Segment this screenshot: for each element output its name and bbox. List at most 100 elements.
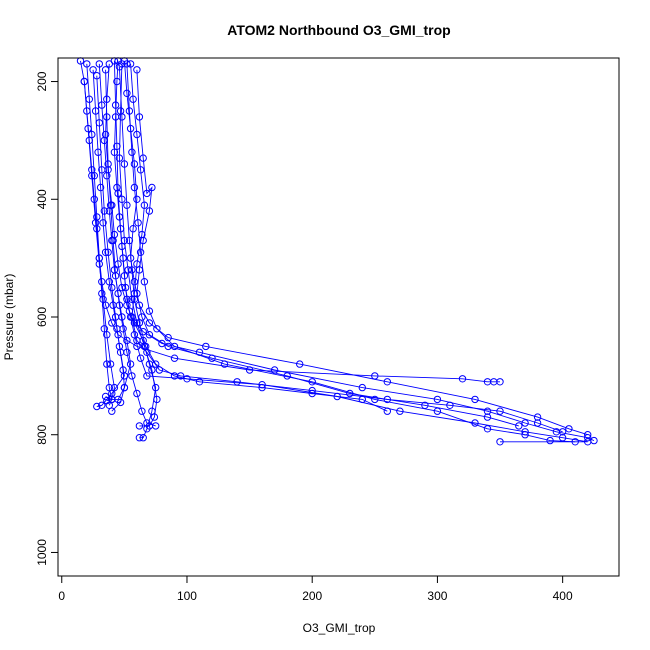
data-point [195, 378, 204, 386]
data-point [153, 395, 161, 404]
data-point [123, 201, 131, 209]
data-point [371, 395, 379, 404]
data-point [571, 438, 579, 446]
data-point [101, 66, 110, 74]
x-tick-label: 300 [427, 589, 447, 603]
data-point [143, 419, 151, 427]
data-point [124, 266, 132, 274]
data-point [128, 148, 136, 156]
data-point [128, 266, 136, 274]
data-point [125, 307, 134, 315]
data-point [106, 360, 115, 368]
data-point [145, 307, 154, 315]
data-point [121, 283, 130, 292]
series-14 [123, 60, 579, 446]
data-point [113, 142, 121, 151]
data-point [383, 378, 391, 386]
data-point [483, 413, 492, 421]
data-point [133, 389, 141, 398]
data-point [133, 130, 141, 139]
data-point [103, 113, 111, 121]
data-point [99, 295, 107, 303]
data-point [584, 438, 592, 446]
data-point [145, 319, 154, 327]
data-point [101, 248, 110, 257]
data-point [130, 278, 139, 286]
data-point [152, 360, 160, 368]
data-point [433, 407, 442, 415]
data-point [103, 172, 111, 180]
data-point [130, 160, 139, 168]
data-point [104, 160, 112, 168]
data-point [135, 319, 144, 327]
data-point [143, 372, 151, 380]
data-point [396, 407, 404, 415]
data-point [109, 236, 117, 245]
data-point [125, 107, 134, 115]
data-point [140, 278, 149, 286]
data-point [135, 301, 144, 309]
data-point [108, 407, 116, 415]
series-line [113, 60, 595, 442]
data-point [202, 342, 210, 351]
data-point [111, 313, 120, 321]
data-point [140, 201, 149, 209]
series-7 [126, 60, 567, 436]
data-point [129, 95, 137, 103]
data-point [433, 395, 442, 404]
data-point [128, 295, 136, 303]
data-point [308, 378, 316, 386]
data-point [105, 383, 114, 392]
data-point [358, 383, 366, 392]
data-point [90, 172, 99, 180]
data-point [130, 295, 139, 303]
data-point [98, 166, 106, 174]
series-12 [101, 66, 160, 430]
series-line [83, 81, 115, 402]
data-point [106, 201, 115, 209]
data-point [153, 325, 161, 333]
data-point [135, 422, 144, 430]
data-point [136, 166, 145, 174]
data-point [496, 378, 504, 386]
y-tick-label: 1000 [35, 539, 49, 566]
data-point [108, 319, 116, 327]
data-point [565, 425, 573, 433]
series-line [126, 63, 576, 443]
data-point [142, 342, 150, 351]
plot-points [76, 57, 598, 446]
data-point [158, 339, 166, 348]
data-point [143, 189, 151, 198]
data-point [93, 72, 101, 80]
data-point [150, 413, 159, 421]
data-point [84, 124, 92, 133]
data-point [126, 360, 135, 368]
data-point [115, 342, 124, 351]
data-point [164, 333, 172, 342]
data-point [170, 342, 179, 351]
data-point [296, 360, 304, 368]
series-16 [115, 63, 391, 415]
data-point [118, 113, 126, 121]
data-point [95, 119, 104, 127]
x-tick-label: 400 [553, 589, 573, 603]
data-point [128, 372, 136, 380]
data-point [383, 407, 391, 415]
data-point [533, 419, 542, 427]
data-point [496, 438, 504, 446]
data-point [170, 354, 179, 362]
data-point [584, 431, 592, 439]
data-point [220, 360, 229, 368]
data-point [115, 154, 124, 162]
data-point [116, 398, 125, 407]
data-point [125, 236, 134, 245]
data-point [133, 319, 141, 327]
data-point [358, 395, 366, 404]
data-point [96, 183, 105, 192]
x-tick-label: 0 [58, 589, 65, 603]
data-point [135, 434, 144, 442]
data-point [80, 77, 89, 86]
data-point [116, 225, 125, 233]
data-point [89, 66, 97, 74]
